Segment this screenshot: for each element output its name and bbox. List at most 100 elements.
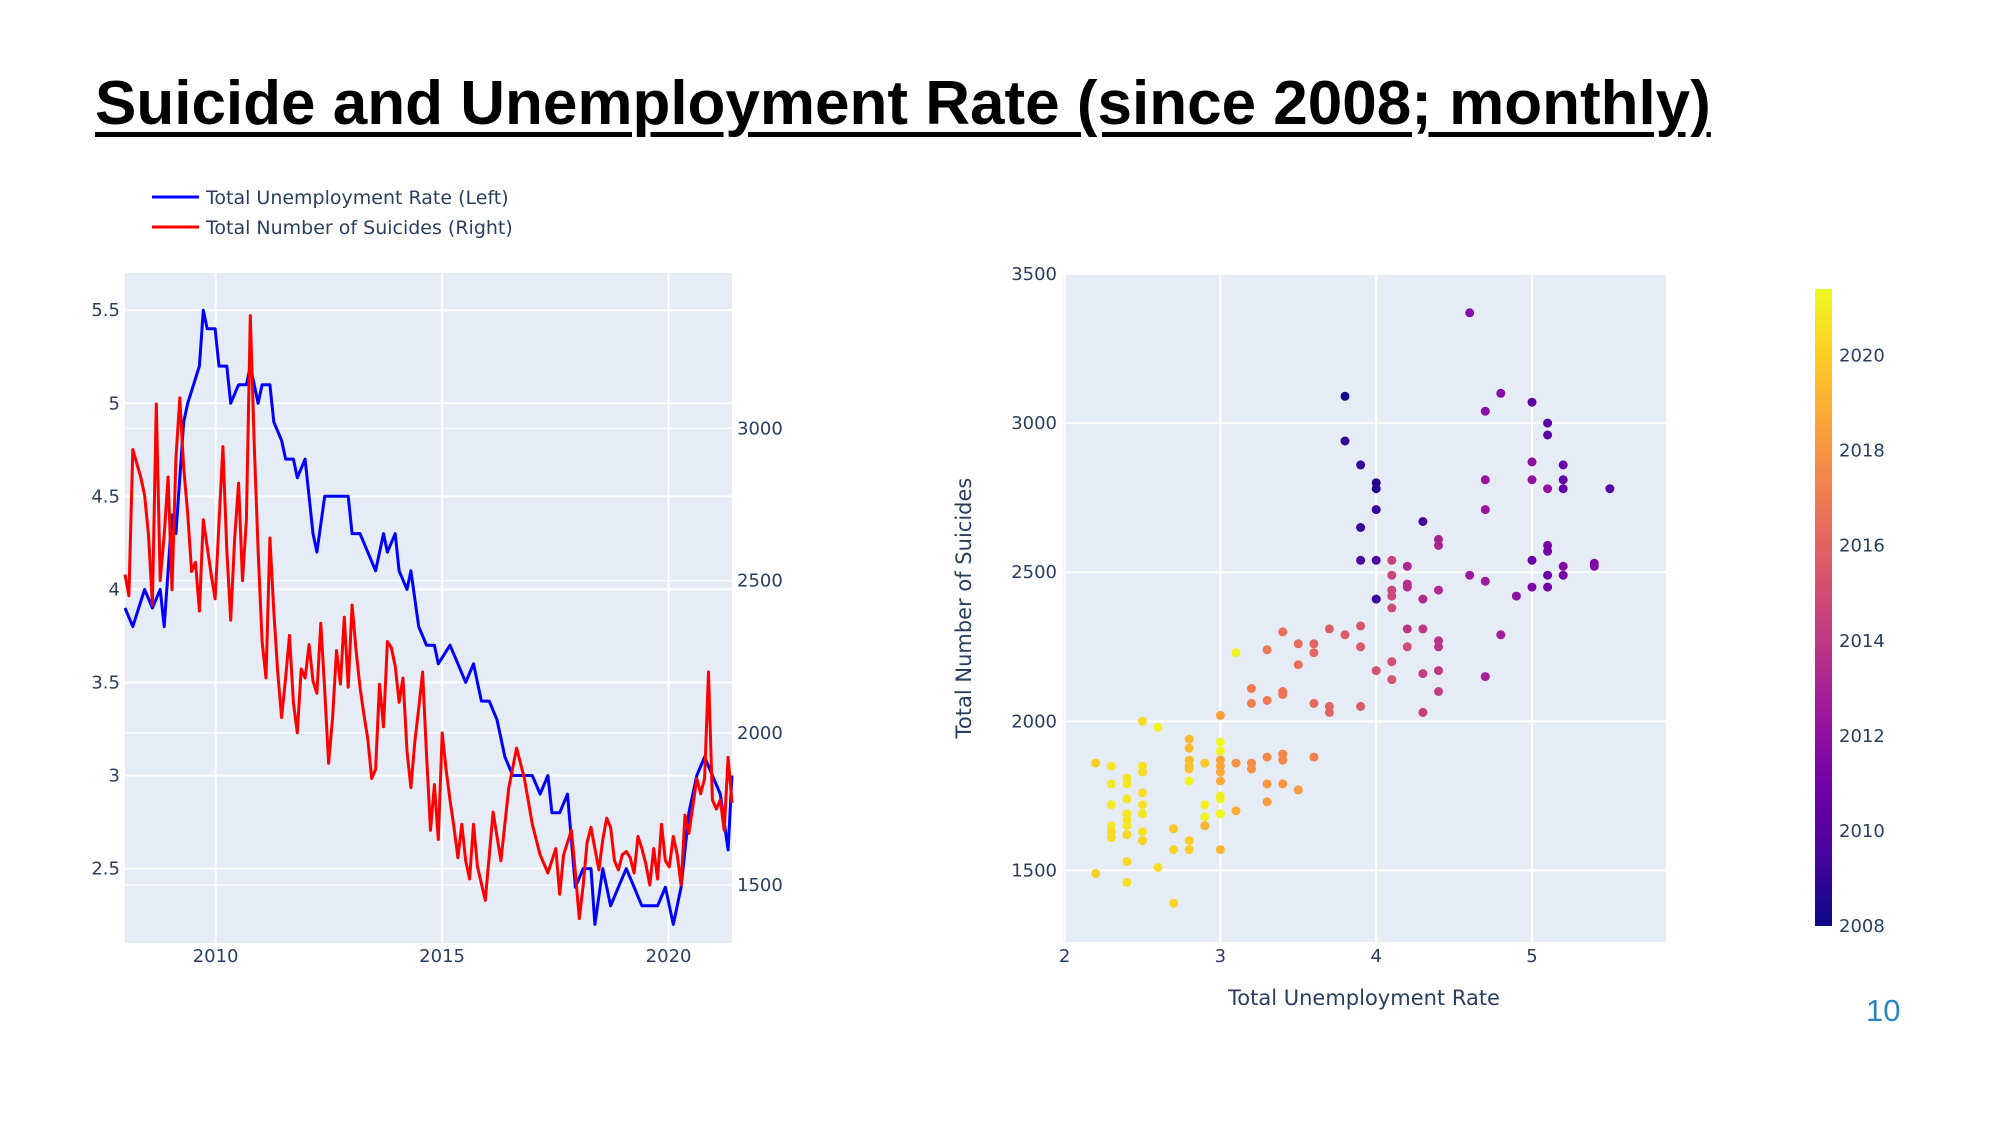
line-chart-legend[interactable]: Total Unemployment Rate (Left) Total Numb… <box>152 187 513 239</box>
scatter-point <box>1184 734 1194 744</box>
scatter-point <box>1231 806 1241 816</box>
scatter-point <box>1278 627 1288 637</box>
scatter-point <box>1106 761 1116 771</box>
scatter-point <box>1418 669 1428 679</box>
line-chart-right-tick-label: 2500 <box>737 571 783 592</box>
line-chart-right-tick-label: 1500 <box>737 875 783 896</box>
scatter-point <box>1434 642 1443 652</box>
scatter-point <box>1278 779 1288 789</box>
scatter-point <box>1527 397 1537 407</box>
scatter-point <box>1402 624 1412 634</box>
slide-title: Suicide and Unemployment Rate (since 200… <box>95 69 1711 138</box>
scatter-point <box>1543 540 1553 550</box>
scatter-point <box>1309 648 1319 658</box>
scatter-point <box>1434 540 1443 550</box>
scatter-point <box>1558 484 1568 494</box>
scatter-point <box>1215 845 1225 855</box>
scatter-point <box>1247 764 1256 774</box>
scatter-point <box>1480 672 1490 682</box>
scatter-point <box>1543 418 1553 428</box>
scatter-point <box>1200 812 1210 822</box>
scatter-point <box>1511 591 1521 601</box>
scatter-x-tick-label: 5 <box>1526 946 1537 967</box>
scatter-point <box>1231 758 1241 768</box>
scatter-point <box>1184 845 1194 855</box>
scatter-point <box>1434 666 1443 676</box>
line-chart-right-tick-label: 3000 <box>737 418 783 439</box>
scatter-point <box>1215 710 1225 720</box>
scatter-y-tick-label: 2000 <box>1011 711 1057 732</box>
colorbar-tick-label: 2018 <box>1839 441 1885 462</box>
line-chart: 2010 2015 2020 2.5 3 3.5 4 4.5 5 5.5 1500 2000 2500 3… <box>91 187 782 967</box>
scatter-x-axis-title: Total Unemployment Rate <box>1227 986 1500 1010</box>
scatter-point <box>1106 800 1116 810</box>
scatter-point <box>1293 660 1303 670</box>
scatter-point <box>1215 737 1225 747</box>
scatter-point <box>1480 475 1490 485</box>
line-chart-left-tick-label: 5 <box>109 393 120 414</box>
scatter-point <box>1356 701 1366 711</box>
scatter-y-tick-label: 3500 <box>1011 264 1057 285</box>
colorbar-tick-label: 2014 <box>1839 631 1885 652</box>
scatter-point <box>1138 836 1147 846</box>
scatter-point <box>1122 830 1132 840</box>
scatter-point <box>1262 645 1272 655</box>
scatter-point <box>1465 308 1475 318</box>
line-chart-left-tick-label: 4.5 <box>91 486 120 507</box>
scatter-y-tick-label: 1500 <box>1011 860 1057 881</box>
scatter-point <box>1402 582 1412 592</box>
line-series-suicides <box>123 314 734 921</box>
scatter-point <box>1418 517 1428 526</box>
scatter-point <box>1527 555 1537 565</box>
scatter-point <box>1387 603 1397 613</box>
scatter-x-tick-label: 2 <box>1059 946 1070 967</box>
scatter-point <box>1402 642 1412 652</box>
scatter-point <box>1122 815 1132 825</box>
scatter-point <box>1558 570 1568 580</box>
scatter-point <box>1527 457 1537 467</box>
line-chart-left-tick-label: 5.5 <box>91 300 120 321</box>
scatter-point <box>1262 779 1272 789</box>
line-chart-x-tick-label: 2020 <box>646 946 692 967</box>
scatter-point <box>1278 755 1288 765</box>
scatter-point <box>1309 698 1319 708</box>
scatter-point <box>1356 523 1366 532</box>
line-chart-right-tick-label: 2000 <box>737 723 783 744</box>
scatter-point <box>1387 675 1397 685</box>
scatter-point <box>1356 642 1366 652</box>
scatter-point <box>1215 767 1225 777</box>
scatter-point <box>1184 836 1194 846</box>
scatter-point <box>1496 630 1506 640</box>
scatter-point <box>1589 561 1599 571</box>
scatter-point <box>1387 591 1397 601</box>
scatter-point <box>1371 666 1381 676</box>
scatter-y-tick-label: 3000 <box>1011 413 1057 434</box>
colorbar-gradient <box>1815 289 1832 926</box>
scatter-point <box>1496 388 1506 398</box>
line-chart-x-tick-label: 2015 <box>419 946 465 967</box>
scatter-point <box>1184 776 1194 786</box>
scatter-point <box>1434 585 1443 595</box>
scatter-point <box>1418 624 1428 634</box>
scatter-point <box>1309 752 1319 762</box>
scatter-point <box>1558 561 1568 571</box>
colorbar-tick-label: 2016 <box>1839 536 1885 557</box>
scatter-point <box>1106 779 1116 789</box>
scatter-point <box>1122 794 1132 804</box>
scatter-point <box>1122 857 1132 866</box>
scatter-point <box>1200 821 1210 831</box>
scatter-point <box>1527 582 1537 592</box>
scatter-point <box>1278 690 1288 699</box>
scatter-point <box>1558 475 1568 485</box>
scatter-point <box>1091 868 1101 878</box>
legend-label-suicides: Total Number of Suicides (Right) <box>205 217 513 239</box>
scatter-point <box>1605 484 1615 494</box>
scatter-point <box>1527 475 1537 485</box>
scatter-point <box>1184 764 1194 774</box>
scatter-point <box>1215 791 1225 801</box>
scatter-point <box>1153 722 1163 732</box>
scatter-point <box>1418 594 1428 604</box>
scatter-point <box>1402 561 1412 571</box>
scatter-point <box>1169 845 1179 855</box>
